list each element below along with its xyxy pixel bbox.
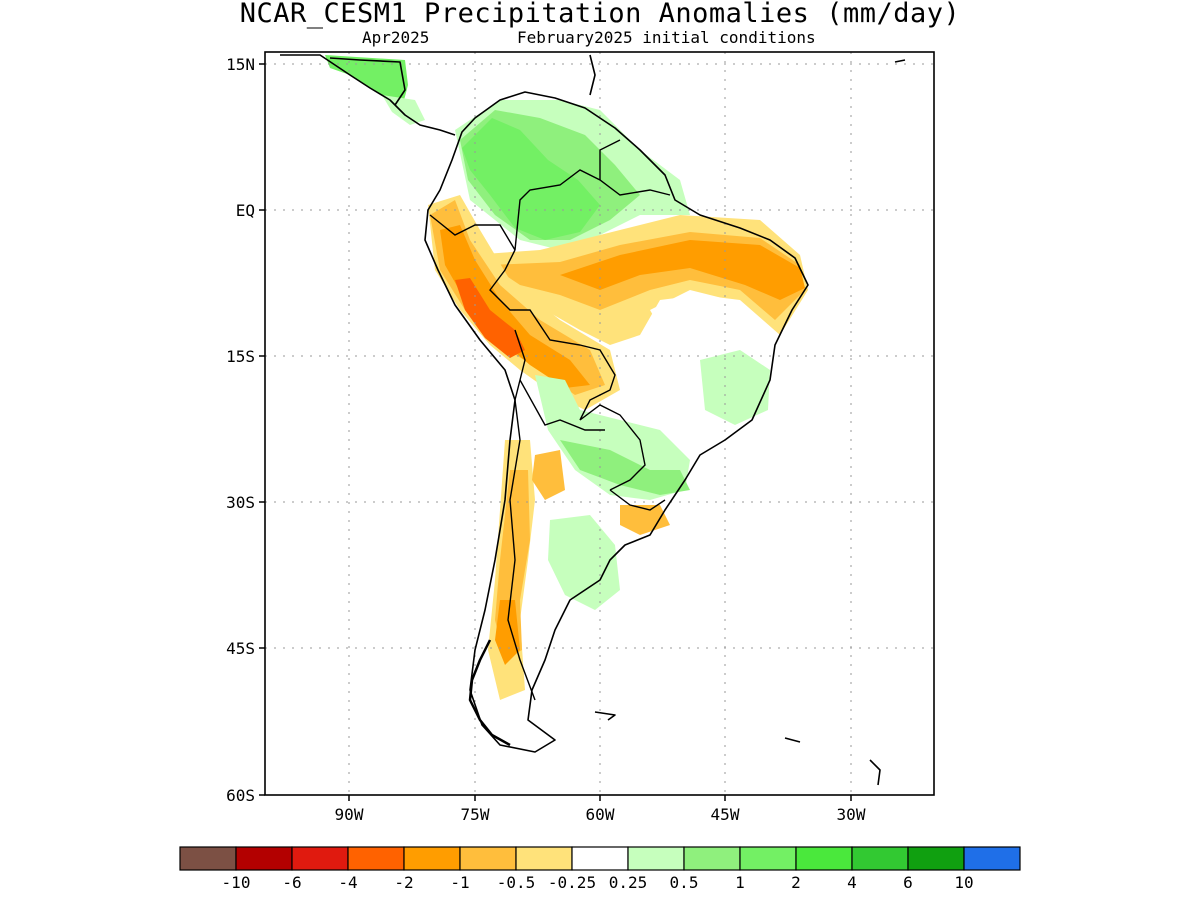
colorbar-swatch bbox=[235, 846, 293, 871]
colorbar-swatch bbox=[403, 846, 461, 871]
colorbar-label: 10 bbox=[954, 873, 973, 892]
colorbar-swatch bbox=[683, 846, 741, 871]
colorbar-label: -1 bbox=[450, 873, 469, 892]
colorbar-label: 0.5 bbox=[670, 873, 699, 892]
lat-label-45s: 45S bbox=[226, 639, 255, 658]
colorbar-swatch bbox=[851, 846, 909, 871]
colorbar-label: 2 bbox=[791, 873, 801, 892]
peru-dry bbox=[440, 225, 590, 388]
peru-very-dry bbox=[455, 278, 525, 358]
colorbar-swatch bbox=[627, 846, 685, 871]
lat-label-15s: 15S bbox=[226, 347, 255, 366]
colorbar-swatch bbox=[515, 846, 573, 871]
lon-label-30w: 30W bbox=[837, 805, 866, 824]
lat-label-30s: 30S bbox=[226, 493, 255, 512]
colorbar-labels: -10 -6 -4 -2 -1 -0.5 -0.25 0.25 0.5 1 2 4 6 10 bbox=[222, 873, 974, 892]
colorbar-swatch bbox=[291, 846, 349, 871]
lon-label-90w: 90W bbox=[335, 805, 364, 824]
colorbar-label: 0.25 bbox=[609, 873, 648, 892]
anomaly-shading bbox=[325, 55, 808, 700]
initial-conditions-label: February2025 initial conditions bbox=[517, 28, 816, 47]
colorbar-label: 4 bbox=[847, 873, 857, 892]
lat-label-15n: 15N bbox=[226, 55, 255, 74]
se-brazil-wet bbox=[700, 350, 770, 425]
colorbar-swatch bbox=[179, 846, 237, 871]
lat-label-eq: EQ bbox=[236, 201, 255, 220]
central-south-wet bbox=[535, 375, 690, 500]
colorbar-swatch bbox=[739, 846, 797, 871]
central-america-coast bbox=[280, 54, 456, 136]
colorbar-label: 1 bbox=[735, 873, 745, 892]
colorbar-swatch bbox=[795, 846, 853, 871]
lat-label-60s: 60S bbox=[226, 786, 255, 805]
northern-sa-wet bbox=[462, 118, 600, 240]
colorbar-label: -2 bbox=[394, 873, 413, 892]
country-borders bbox=[429, 139, 671, 701]
colorbar-label: 6 bbox=[903, 873, 913, 892]
colorbar-swatch bbox=[459, 846, 517, 871]
colorbar-label: -0.25 bbox=[548, 873, 596, 892]
graticule bbox=[265, 52, 934, 795]
axis-ticks bbox=[259, 63, 852, 801]
colorbar-label: -4 bbox=[338, 873, 357, 892]
coastlines bbox=[280, 54, 906, 786]
andes-dry bbox=[430, 200, 605, 395]
colorbar: -10 -6 -4 -2 -1 -0.5 -0.25 0.25 0.5 1 2 4 6 10 bbox=[179, 846, 1021, 892]
colorbar-label: -0.5 bbox=[497, 873, 536, 892]
valid-month-label: Apr2025 bbox=[362, 28, 430, 47]
colorbar-swatch bbox=[571, 846, 629, 871]
south-america-coast bbox=[424, 91, 809, 753]
lon-label-75w: 75W bbox=[461, 805, 490, 824]
colorbar-swatch bbox=[907, 846, 965, 871]
latitude-labels: 15N EQ 15S 30S 45S 60S bbox=[226, 55, 255, 805]
ne-brazil-dry bbox=[560, 240, 805, 300]
lon-label-45w: 45W bbox=[711, 805, 740, 824]
longitude-labels: 90W 75W 60W 45W 30W bbox=[335, 805, 866, 824]
colorbar-swatch bbox=[963, 846, 1021, 871]
central-america-wet bbox=[325, 55, 408, 108]
colorbar-label: -6 bbox=[282, 873, 301, 892]
map-title: NCAR_CESM1 Precipitation Anomalies (mm/d… bbox=[239, 0, 961, 29]
colorbar-swatch bbox=[347, 846, 405, 871]
chile-fjords bbox=[468, 639, 511, 747]
lon-label-60w: 60W bbox=[586, 805, 615, 824]
patagonia-wet bbox=[548, 515, 620, 610]
colorbar-label: -10 bbox=[222, 873, 251, 892]
colorbar-swatches bbox=[179, 846, 1021, 871]
